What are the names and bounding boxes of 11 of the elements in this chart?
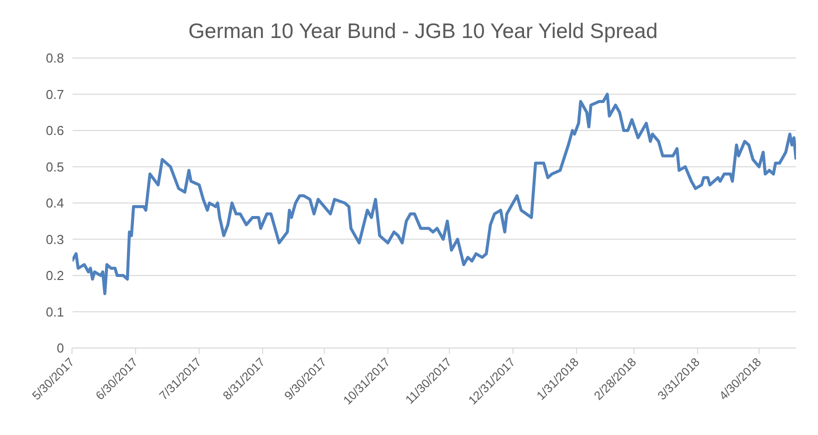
y-tick-label: 0.4 [46, 196, 64, 211]
y-tick-label: 0.2 [46, 268, 64, 284]
y-tick-label: 0.8 [46, 50, 64, 66]
chart-title: German 10 Year Bund - JGB 10 Year Yield Spread [187, 19, 659, 45]
y-tick-label: 0.7 [46, 86, 64, 102]
y-tick-label: 0 [56, 340, 64, 356]
y-tick-label: 0.1 [46, 304, 64, 320]
line-series [72, 92, 796, 296]
y-tick-label: 0.5 [46, 159, 64, 174]
y-tick-label: 0.3 [46, 232, 64, 247]
y-tick-label: 0.6 [46, 123, 64, 138]
